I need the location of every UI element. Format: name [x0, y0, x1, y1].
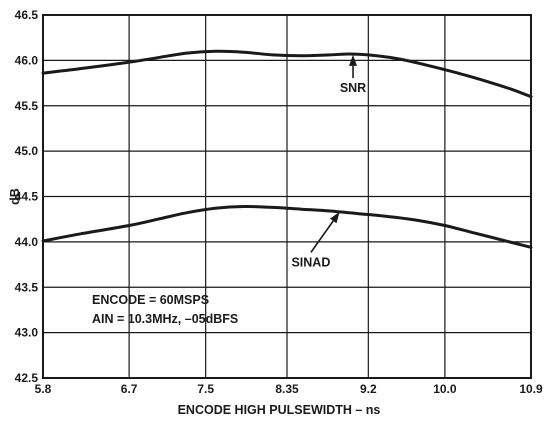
x-tick-label: 5.8	[35, 382, 52, 396]
y-tick-label: 46.0	[15, 53, 39, 67]
plot-frame	[42, 14, 532, 379]
x-tick-label: 9.2	[360, 382, 377, 396]
y-tick-label: 43.0	[15, 326, 39, 340]
y-tick-label: 44.0	[15, 235, 39, 249]
series-lines	[41, 49, 533, 249]
y-tick-label: 44.5	[15, 190, 39, 204]
x-tick-label: 10.0	[433, 382, 457, 396]
grid	[42, 14, 532, 379]
annotation-snr-arrowhead	[349, 54, 357, 66]
y-tick-label: 43.5	[15, 280, 39, 294]
y-tick-label: 42.5	[15, 371, 39, 385]
annotation-sinad-arrow-shaft	[310, 220, 334, 253]
y-tick-label: 45.5	[15, 99, 39, 113]
note-line-ain: AIN = 10.3MHz, –05dBFS	[92, 312, 238, 326]
annotation-snr-label: SNR	[340, 81, 366, 95]
annotation-sinad-arrowhead	[330, 211, 340, 224]
x-axis-label: ENCODE HIGH PULSEWIDTH – ns	[178, 403, 381, 417]
series-snr-line	[41, 49, 533, 99]
x-tick-label: 6.7	[121, 382, 138, 396]
annotation-sinad-label: SINAD	[291, 255, 330, 269]
x-tick-label: 8.35	[275, 382, 299, 396]
tick-labels: 42.5 43.0 43.5 44.0 44.5 45.0 45.5 46.0 46.5 5.8 6…	[15, 8, 543, 396]
y-tick-label: 46.5	[15, 8, 39, 22]
annotations: SNR SINAD	[291, 54, 366, 269]
note-line-encode: ENCODE = 60MSPS	[92, 293, 209, 307]
x-tick-label: 7.5	[197, 382, 214, 396]
x-tick-label: 10.9	[519, 382, 543, 396]
y-tick-label: 45.0	[15, 144, 39, 158]
series-sinad-line	[41, 204, 533, 249]
y-axis-label: dB	[8, 188, 22, 205]
